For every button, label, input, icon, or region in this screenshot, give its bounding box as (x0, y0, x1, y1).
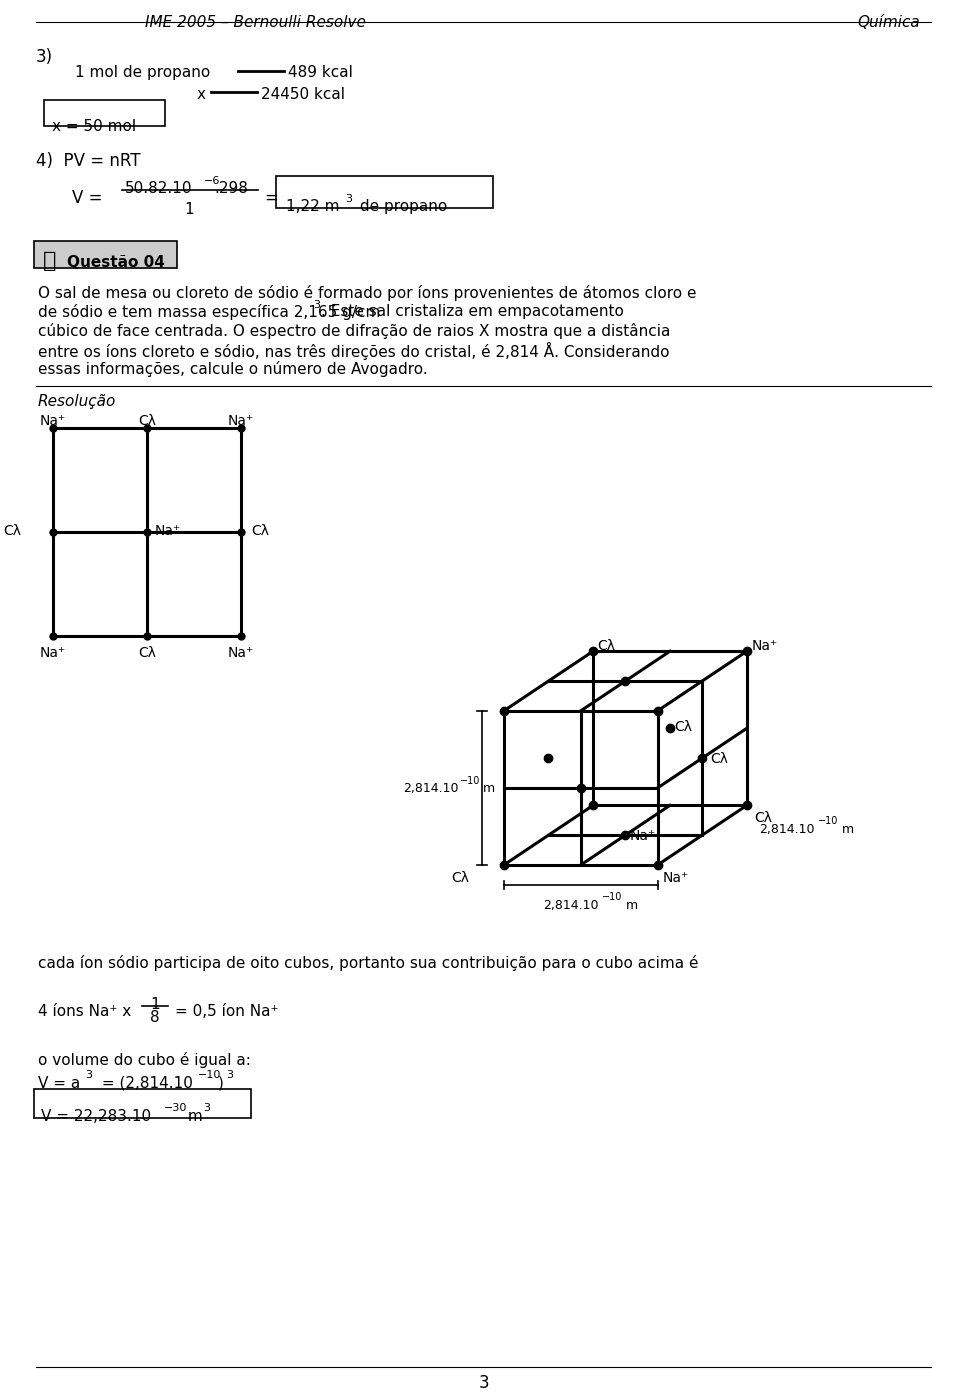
Text: Cλ: Cλ (138, 413, 156, 428)
Text: 4 íons Na⁺ x: 4 íons Na⁺ x (37, 1004, 131, 1020)
FancyBboxPatch shape (34, 240, 177, 268)
Text: 2,814.10: 2,814.10 (402, 783, 458, 795)
Text: Na⁺: Na⁺ (629, 829, 656, 843)
Text: =: = (264, 188, 277, 206)
Text: 489 kcal: 489 kcal (288, 64, 352, 80)
Text: . Este sal cristaliza em empacotamento: . Este sal cristaliza em empacotamento (322, 304, 624, 319)
Text: de sódio e tem massa específica 2,165 g/cm: de sódio e tem massa específica 2,165 g/… (37, 304, 380, 321)
Text: Cλ: Cλ (3, 525, 21, 538)
Text: cúbico de face centrada. O espectro de difração de raios X mostra que a distânci: cúbico de face centrada. O espectro de d… (37, 324, 670, 339)
Text: V =: V = (72, 188, 103, 206)
Text: 3: 3 (345, 194, 352, 204)
FancyBboxPatch shape (43, 100, 164, 127)
Text: 3): 3) (36, 47, 53, 66)
Text: 8: 8 (150, 1010, 159, 1025)
Text: O sal de mesa ou cloreto de sódio é formado por íons provenientes de átomos clor: O sal de mesa ou cloreto de sódio é form… (37, 286, 696, 301)
Text: Na⁺: Na⁺ (752, 639, 778, 653)
Text: = 0,5 íon Na⁺: = 0,5 íon Na⁺ (175, 1004, 278, 1020)
Text: 2,814.10: 2,814.10 (543, 898, 598, 912)
Text: 4)  PV = nRT: 4) PV = nRT (36, 152, 140, 170)
Text: 1 mol de propano: 1 mol de propano (76, 64, 210, 80)
Text: Cλ: Cλ (251, 525, 269, 538)
Text: Na⁺: Na⁺ (39, 646, 65, 660)
Text: 3: 3 (313, 300, 321, 310)
Text: −10: −10 (818, 816, 838, 826)
Text: Cλ: Cλ (710, 752, 728, 766)
Text: m: m (838, 823, 854, 836)
Text: Química: Química (857, 15, 921, 29)
FancyBboxPatch shape (34, 1088, 251, 1117)
Text: x = 50 mol: x = 50 mol (52, 120, 135, 134)
Text: Cλ: Cλ (674, 720, 692, 734)
Text: V = a: V = a (37, 1076, 80, 1091)
Text: 3: 3 (227, 1070, 233, 1080)
Text: Na⁺: Na⁺ (228, 646, 254, 660)
Text: −10: −10 (603, 891, 623, 901)
Text: 2,814.10: 2,814.10 (758, 823, 814, 836)
Text: Na⁺: Na⁺ (39, 413, 65, 428)
Text: Cλ: Cλ (138, 646, 156, 660)
Text: de propano: de propano (355, 199, 447, 213)
Text: Cλ: Cλ (755, 812, 773, 826)
Text: ): ) (218, 1076, 224, 1091)
Text: Na⁺: Na⁺ (662, 870, 688, 884)
Text: 1: 1 (150, 997, 159, 1013)
Text: Cλ: Cλ (597, 639, 615, 653)
Text: essas informações, calcule o número de Avogadro.: essas informações, calcule o número de A… (37, 361, 427, 377)
Text: Na⁺: Na⁺ (155, 525, 180, 538)
Text: 3: 3 (204, 1102, 210, 1113)
Text: −6: −6 (204, 176, 221, 186)
Text: 50.82.10: 50.82.10 (125, 181, 192, 195)
Text: .298: .298 (214, 181, 248, 195)
Text: o volume do cubo é igual a:: o volume do cubo é igual a: (37, 1052, 251, 1069)
Text: 24450 kcal: 24450 kcal (261, 86, 345, 102)
Text: m: m (183, 1109, 204, 1123)
Text: 3: 3 (479, 1374, 490, 1392)
FancyBboxPatch shape (276, 176, 492, 208)
Text: Resolução: Resolução (37, 393, 116, 409)
Text: −10: −10 (199, 1070, 222, 1080)
Text: m: m (479, 783, 495, 795)
Text: 3: 3 (85, 1070, 92, 1080)
Text: entre os íons cloreto e sódio, nas três direções do cristal, é 2,814 Å. Consider: entre os íons cloreto e sódio, nas três … (37, 342, 669, 360)
Text: IME 2005 – Bernoulli Resolve: IME 2005 – Bernoulli Resolve (145, 15, 367, 29)
Text: 1: 1 (184, 202, 194, 216)
Text: Cλ: Cλ (451, 870, 469, 884)
Text: −10: −10 (460, 776, 481, 785)
Text: Questão 04: Questão 04 (67, 254, 165, 269)
Text: m: m (622, 898, 638, 912)
Text: ⧇: ⧇ (42, 251, 56, 271)
Text: V = 22,283.10: V = 22,283.10 (40, 1109, 151, 1123)
Text: x: x (197, 86, 205, 102)
Text: = (2,814.10: = (2,814.10 (97, 1076, 193, 1091)
Text: −30: −30 (163, 1102, 187, 1113)
Text: Na⁺: Na⁺ (228, 413, 254, 428)
Text: cada íon sódio participa de oito cubos, portanto sua contribuição para o cubo ac: cada íon sódio participa de oito cubos, … (37, 954, 698, 971)
Text: 1,22 m: 1,22 m (286, 199, 339, 213)
